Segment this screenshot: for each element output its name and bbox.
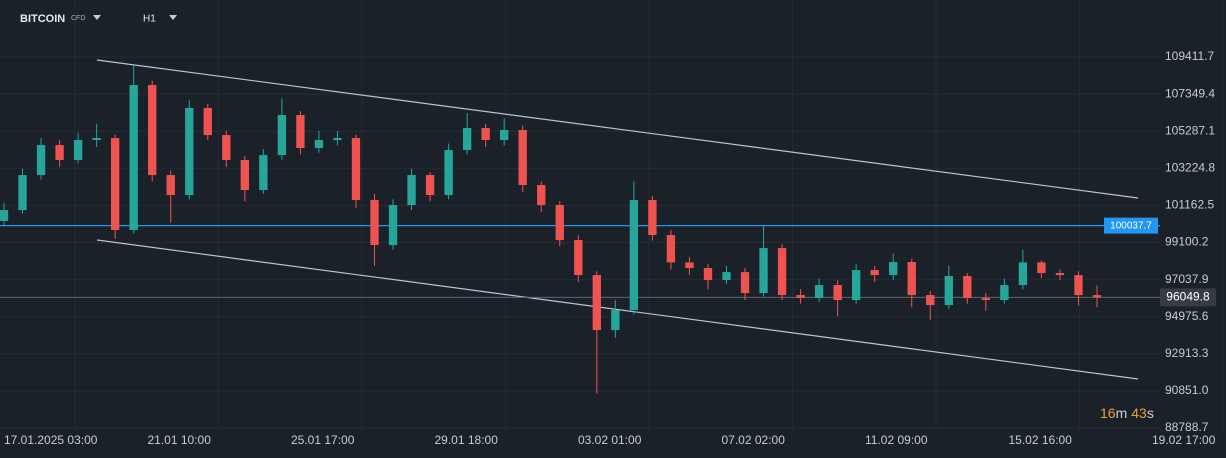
trend-line: [96, 239, 1139, 380]
candle-body: [92, 138, 101, 141]
candle-body: [407, 175, 416, 206]
candle-body: [685, 262, 694, 269]
x-tick-label: 21.01 10:00: [148, 433, 212, 447]
candle-body: [703, 268, 713, 281]
candle-body: [889, 262, 898, 276]
x-tick-label: 11.02 09:00: [865, 433, 928, 447]
candle-body: [425, 175, 435, 196]
level-label-box: [1104, 217, 1158, 234]
candle-body: [722, 272, 731, 281]
candle-body: [907, 262, 916, 296]
candle-body: [296, 115, 305, 149]
candle-body: [1055, 273, 1065, 276]
candle-body: [1018, 262, 1028, 286]
x-tick-label: 29.01 18:00: [435, 433, 499, 447]
candle-body: [444, 150, 453, 196]
candle-body: [110, 138, 120, 231]
current-price-box: [1160, 288, 1216, 307]
candle-body: [777, 248, 787, 296]
y-tick-label: 107349.4: [1165, 86, 1215, 100]
candle-body: [73, 140, 83, 161]
candle-body: [222, 135, 231, 161]
plot-area: [0, 59, 1160, 394]
y-tick-label: 105287.1: [1165, 123, 1215, 137]
candle-body: [592, 275, 601, 331]
symbol[interactable]: BITCOIN: [20, 13, 65, 25]
countdown: 16m 43s: [1100, 405, 1154, 421]
candle-body: [1000, 285, 1009, 301]
x-tick-label: 17.01.2025 03:00: [4, 433, 98, 447]
minutes: 16: [1100, 405, 1116, 421]
y-tick-label: 109411.7: [1165, 49, 1214, 63]
candle-body: [18, 175, 27, 211]
x-tick-label: 25.01 17:00: [291, 433, 355, 447]
timeframe-dropdown[interactable]: [169, 15, 177, 20]
y-tick-label: 97037.9: [1165, 272, 1209, 286]
symbol-dropdown[interactable]: [93, 15, 101, 20]
candle-body: [148, 85, 157, 176]
candle-body: [981, 298, 991, 301]
minutes-unit: m: [1116, 405, 1128, 421]
seconds: 43: [1131, 405, 1147, 421]
candle-body: [333, 138, 342, 141]
candle-body: [129, 85, 138, 231]
candle-body: [370, 200, 379, 246]
symbol-kind: CFD: [71, 15, 85, 22]
seconds-unit: s: [1147, 405, 1154, 421]
candle-body: [555, 205, 564, 241]
y-tick-label: 90851.0: [1165, 383, 1209, 397]
candle-body: [833, 285, 842, 301]
candle-body: [629, 200, 639, 311]
timeframe[interactable]: H1: [143, 14, 156, 25]
candle-body: [648, 200, 657, 236]
candle-body: [314, 140, 324, 149]
candle-body: [537, 185, 546, 206]
candle-body: [944, 276, 953, 306]
candle-body: [240, 160, 249, 191]
trend-line: [96, 59, 1139, 199]
x-tick-label: 15.02 16:00: [1009, 433, 1073, 447]
candle-body: [740, 272, 750, 294]
candle-body: [963, 276, 972, 299]
candle-body: [870, 270, 879, 276]
candle-body: [36, 145, 46, 176]
candle-body: [0, 210, 9, 221]
candle-body: [518, 130, 527, 186]
y-tick-label: 94975.6: [1165, 309, 1209, 323]
candle-body: [796, 295, 805, 299]
y-tick-label: 103224.8: [1165, 160, 1215, 174]
x-tick-label: 03.02 01:00: [578, 433, 642, 447]
candle-body: [351, 138, 361, 201]
current-price-label: 96049.8: [1166, 290, 1210, 304]
candle-body: [926, 295, 935, 306]
candle-body: [814, 285, 824, 299]
y-tick-label: 99100.2: [1165, 235, 1209, 249]
candle-body: [574, 240, 583, 276]
candle-body: [166, 175, 175, 196]
candle-body: [852, 270, 861, 301]
candle-body: [462, 128, 472, 151]
candle-body: [55, 145, 64, 161]
candle-body: [185, 108, 194, 196]
candle-body: [388, 205, 398, 246]
candle-body: [611, 310, 620, 331]
candle-body: [203, 108, 212, 136]
candle-body: [759, 248, 768, 294]
candle-body: [666, 235, 676, 263]
candle-body: [1037, 262, 1046, 274]
y-tick-label: 92913.3: [1165, 346, 1209, 360]
y-tick-label: 88788.7: [1165, 420, 1209, 434]
level-label: 100037.7: [1110, 220, 1152, 231]
candle-body: [277, 115, 287, 156]
x-tick-label: 07.02 02:00: [722, 433, 786, 447]
x-tick-label: 19.02 17:00: [1152, 433, 1216, 447]
candle-body: [1092, 295, 1102, 298]
candle-body: [500, 130, 509, 141]
y-tick-label: 101162.5: [1165, 198, 1214, 212]
candle-body: [1074, 275, 1083, 296]
candle-body: [259, 155, 268, 191]
candle-body: [481, 128, 490, 141]
